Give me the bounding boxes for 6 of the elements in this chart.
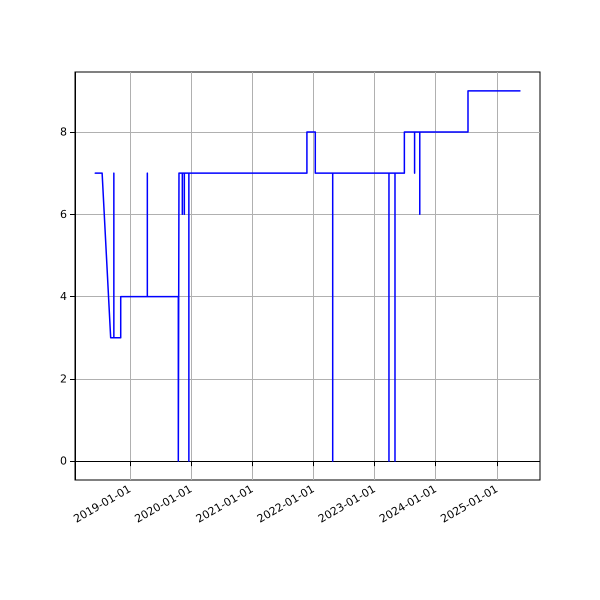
y-tick-label: 0 bbox=[60, 454, 67, 468]
y-tick-label: 4 bbox=[60, 290, 67, 304]
y-tick-label: 8 bbox=[60, 126, 67, 139]
y-tick-label: 2 bbox=[60, 372, 67, 386]
y-tick-label: 6 bbox=[60, 208, 67, 221]
line-series bbox=[94, 90, 521, 462]
